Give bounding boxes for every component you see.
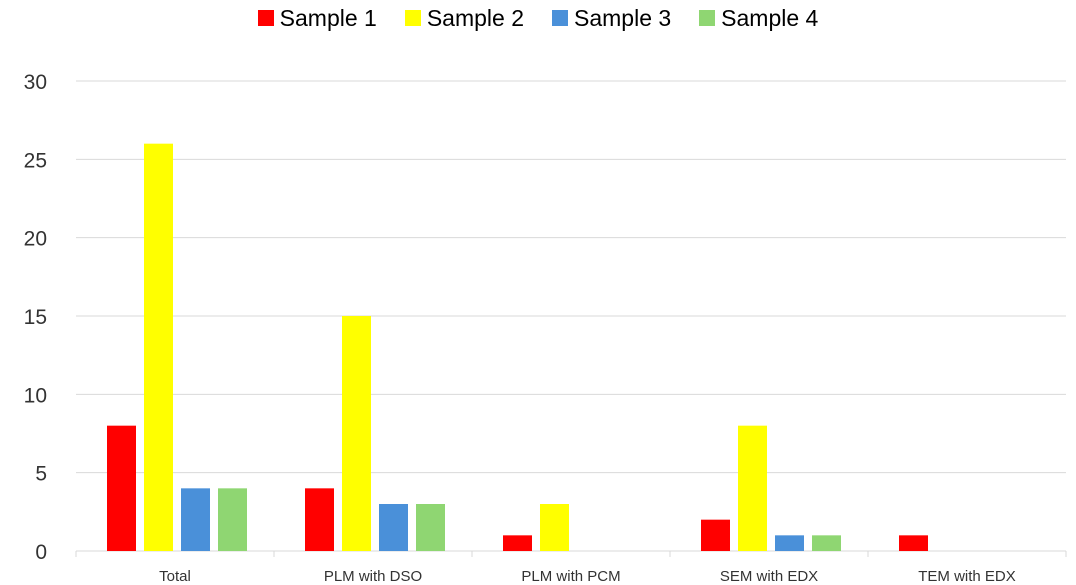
legend-swatch bbox=[552, 10, 568, 26]
x-tick-label-tem-with-edx: TEM with EDX bbox=[918, 568, 1016, 585]
bars bbox=[107, 143, 928, 551]
legend-label: Sample 4 bbox=[721, 5, 819, 31]
bar-sample-4-sem-with-edx bbox=[812, 535, 841, 551]
legend-label: Sample 1 bbox=[279, 5, 377, 31]
x-tick-label-total: Total bbox=[159, 568, 191, 585]
legend-swatch bbox=[257, 10, 274, 26]
bar-sample-4-total bbox=[218, 488, 247, 551]
y-tick-label: 30 bbox=[24, 71, 47, 94]
bar-sample-2-plm-with-pcm bbox=[540, 504, 569, 551]
bar-sample-3-total bbox=[181, 488, 210, 551]
x-tick-label-plm-with-pcm: PLM with PCM bbox=[521, 568, 620, 585]
legend-item-sample-3: Sample 3 bbox=[552, 4, 671, 32]
x-tick-label-plm-with-dso: PLM with DSO bbox=[324, 568, 422, 585]
bar-sample-2-total bbox=[144, 143, 173, 551]
y-tick-label: 5 bbox=[35, 463, 47, 486]
legend-item-sample-4: Sample 4 bbox=[699, 4, 818, 32]
bar-sample-2-plm-with-dso bbox=[342, 316, 371, 551]
y-tick-label: 20 bbox=[24, 228, 47, 251]
y-tick-label: 25 bbox=[24, 149, 47, 172]
bar-sample-1-plm-with-pcm bbox=[503, 535, 532, 551]
legend-label: Sample 3 bbox=[574, 5, 672, 31]
legend-item-sample-1: Sample 1 bbox=[257, 4, 377, 32]
y-tick-label: 15 bbox=[24, 306, 47, 329]
y-tick-label: 10 bbox=[24, 384, 47, 407]
bar-sample-1-tem-with-edx bbox=[899, 535, 928, 551]
gridlines bbox=[76, 80, 1066, 474]
legend-swatch bbox=[404, 10, 421, 26]
chart-legend: Sample 1 Sample 2 Sample 3 Sample 4 bbox=[0, 4, 1076, 32]
bar-sample-3-plm-with-dso bbox=[379, 504, 408, 551]
bar-sample-3-sem-with-edx bbox=[775, 535, 804, 551]
x-tick-label-sem-with-edx: SEM with EDX bbox=[720, 568, 818, 585]
bar-sample-4-plm-with-dso bbox=[416, 504, 445, 551]
bar-sample-1-sem-with-edx bbox=[701, 519, 730, 551]
legend-item-sample-2: Sample 2 bbox=[404, 4, 524, 32]
bar-sample-1-plm-with-dso bbox=[305, 488, 334, 551]
bar-sample-1-total bbox=[107, 425, 136, 551]
y-tick-label: 0 bbox=[35, 541, 47, 564]
bar-sample-2-sem-with-edx bbox=[738, 425, 767, 551]
legend-label: Sample 2 bbox=[426, 5, 524, 31]
axes bbox=[75, 550, 1067, 557]
legend-swatch bbox=[699, 10, 716, 26]
tick-labels: 0 5 10 15 20 25 30 Total PLM with DSO PLM with PC… bbox=[24, 71, 1016, 585]
